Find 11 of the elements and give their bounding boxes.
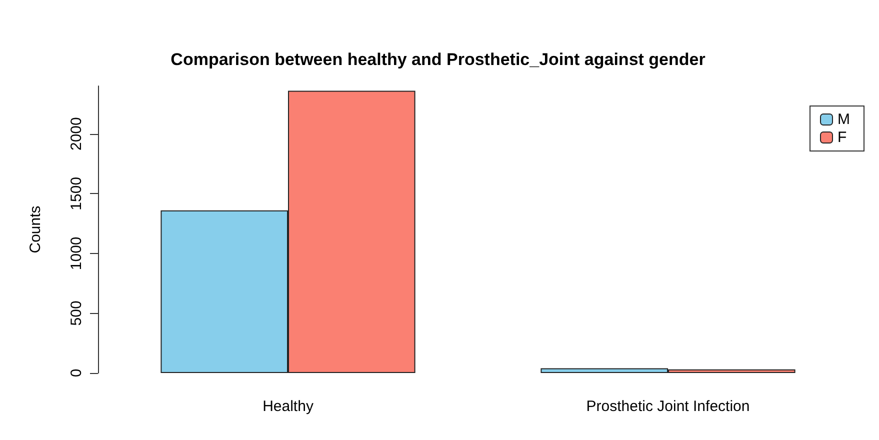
y-tick-label: 1000 [68, 236, 85, 270]
x-tick-label: Prosthetic Joint Infection [586, 398, 750, 415]
y-tick-label: 500 [68, 300, 85, 326]
legend-label: M [838, 111, 850, 128]
x-tick-label: Healthy [262, 398, 314, 415]
y-tick-label: 0 [68, 368, 85, 378]
y-axis-title: Counts [27, 206, 44, 254]
y-tick-label: 2000 [68, 117, 85, 151]
y-tick-label: 1500 [68, 176, 85, 210]
legend-label: F [838, 129, 847, 146]
chart-title: Comparison between healthy and Prosthetic_Joint against gender [170, 50, 706, 69]
